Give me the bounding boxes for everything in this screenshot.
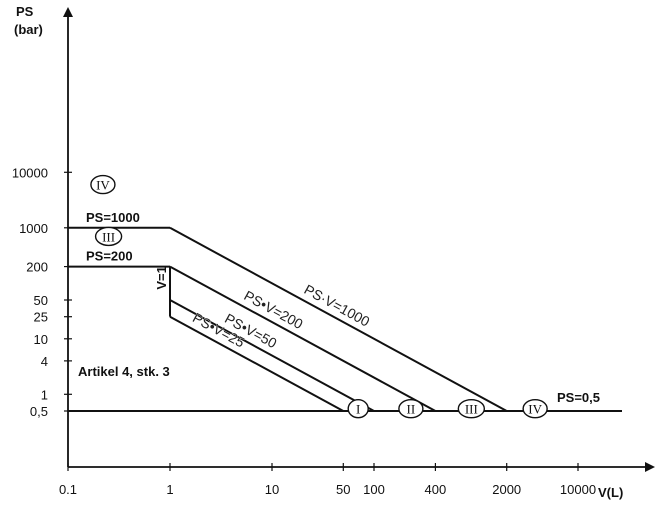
y-tick-label: 10 [34, 332, 48, 347]
category-circle [94, 226, 123, 247]
chart-layer: 0.1 1 10 50 100 400 2000 10000 0,5 1 4 10 25 50 200 100… [12, 4, 655, 500]
y-tick-label: 4 [41, 354, 48, 369]
category-label: II [407, 402, 416, 417]
series-line-ps-v-1000 [169, 226, 508, 412]
x-tick-label: 10000 [560, 482, 596, 497]
category-label: I [356, 402, 360, 417]
series-line-ps-v-50 [169, 299, 375, 412]
y-tick-label: 50 [34, 293, 48, 308]
category-circle [522, 399, 548, 419]
x-tick-label: 50 [336, 482, 350, 497]
y-tick-label: 25 [34, 310, 48, 325]
series-line-ps-v-25 [169, 315, 344, 412]
category-circle [347, 399, 369, 419]
x-tick-label: 10 [265, 482, 279, 497]
y-tick-label: 1000 [19, 221, 48, 236]
x-tick-label: 100 [363, 482, 385, 497]
category-label: IV [528, 402, 542, 417]
y-tick-label: 0,5 [30, 404, 48, 419]
x-tick-label: 400 [425, 482, 447, 497]
series-label: PS=200 [86, 249, 133, 264]
x-tick-label: 2000 [492, 482, 521, 497]
x-tick-label: 0.1 [59, 482, 77, 497]
category-circle [398, 399, 424, 419]
category-circle [90, 174, 116, 195]
x-tick-label: 1 [166, 482, 173, 497]
y-axis-title-line2: (bar) [14, 22, 43, 37]
series-label: V=1 [154, 266, 169, 290]
x-axis-title: V(L) [598, 485, 623, 500]
series-label: PS=1000 [86, 210, 140, 225]
series-line-ps-v-200 [169, 265, 436, 412]
y-tick-label: 1 [41, 387, 48, 402]
series-label: PS=0,5 [557, 390, 600, 405]
y-tick-label: 10000 [12, 165, 48, 180]
category-label: III [465, 402, 478, 417]
y-axis-title-line1: PS [16, 4, 34, 19]
category-circle [457, 399, 486, 419]
y-tick-label: 200 [26, 260, 48, 275]
category-label: III [102, 229, 115, 244]
category-label: IV [96, 178, 110, 193]
annotation-text: Artikel 4, stk. 3 [78, 364, 170, 379]
